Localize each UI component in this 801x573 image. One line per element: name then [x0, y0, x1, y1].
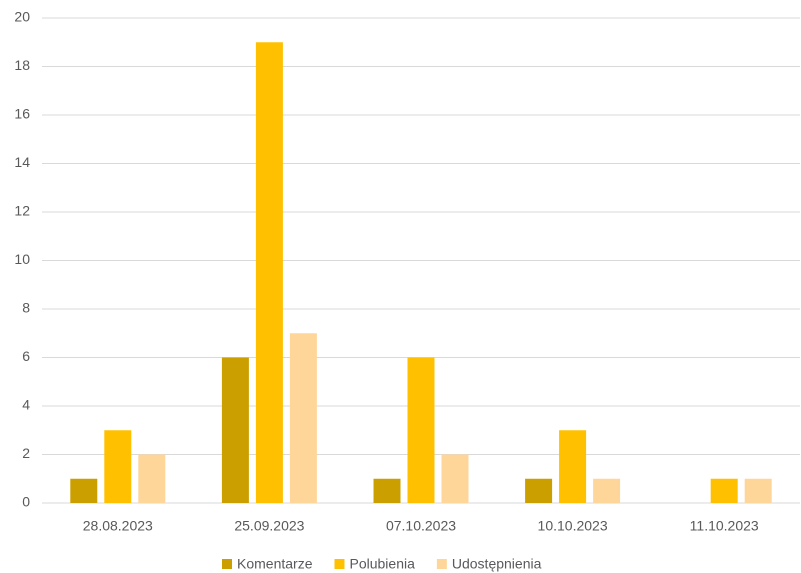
bar [221, 357, 249, 503]
y-tick-label: 18 [14, 57, 30, 73]
y-tick-label: 12 [14, 203, 30, 219]
y-tick-label: 10 [14, 251, 30, 267]
y-tick-label: 6 [22, 348, 30, 364]
bar [441, 454, 469, 503]
bar [104, 430, 132, 503]
bar [289, 333, 317, 503]
y-tick-label: 0 [22, 494, 30, 510]
bar [407, 357, 435, 503]
bar [70, 478, 98, 503]
bar [373, 478, 401, 503]
legend-swatch [334, 559, 345, 569]
x-tick-label: 28.08.2023 [83, 518, 153, 534]
x-tick-label: 10.10.2023 [538, 518, 608, 534]
bar [255, 42, 283, 503]
y-tick-label: 2 [22, 445, 30, 461]
bar [525, 478, 553, 503]
bar [138, 454, 166, 503]
legend-swatch [222, 559, 232, 569]
legend-label: Polubienia [349, 556, 415, 572]
y-tick-label: 16 [14, 106, 30, 122]
y-tick-label: 20 [14, 9, 30, 25]
legend-label: Udostępnienia [452, 556, 542, 572]
bar [710, 478, 738, 503]
y-tick-label: 4 [22, 397, 30, 413]
legend-swatch [436, 559, 447, 569]
x-tick-label: 07.10.2023 [386, 518, 456, 534]
y-tick-label: 14 [14, 154, 30, 170]
legend-label: Komentarze [237, 556, 313, 572]
x-tick-label: 11.10.2023 [690, 518, 759, 534]
x-tick-label: 25.09.2023 [234, 518, 304, 534]
bar [559, 430, 587, 503]
bar [744, 478, 772, 503]
y-tick-label: 8 [22, 300, 30, 316]
bar [593, 478, 621, 503]
